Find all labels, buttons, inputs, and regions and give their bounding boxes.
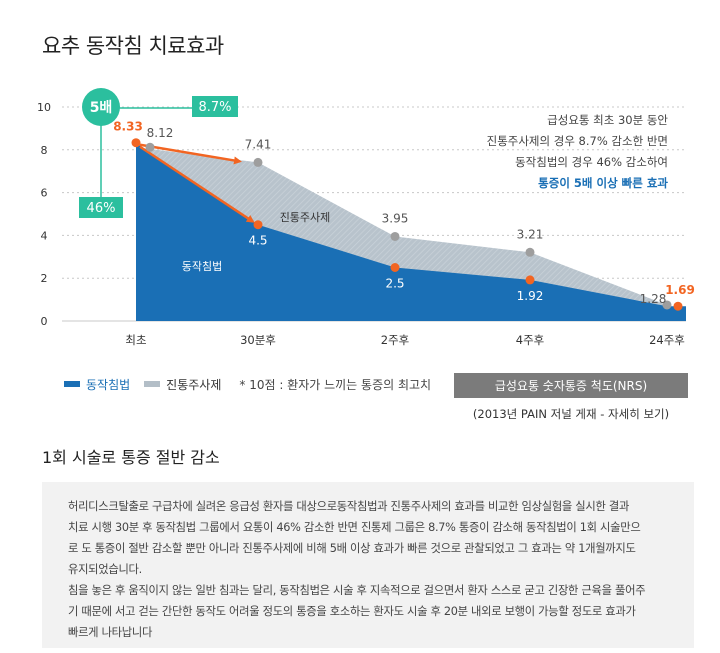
legend-item-injection: 진통주사제 [144, 376, 221, 393]
source-link[interactable]: (2013년 PAIN 저널 게재 - 자세히 보기) [472, 407, 670, 421]
legend-label-acupuncture: 동작침법 [86, 377, 131, 392]
injection-value-label: 3.21 [517, 227, 544, 241]
nrs-button[interactable]: 급성요통 숫자통증 척도(NRS) [454, 373, 688, 398]
acupuncture-value-label: 8.33 [113, 120, 143, 134]
description-line: 허리디스크탈출로 구급차에 실려온 응급성 환자를 대상으로동작침법과 진통주사… [68, 500, 630, 513]
acupuncture-value-label: 1.92 [517, 289, 544, 303]
acupuncture-point [390, 263, 400, 272]
acupuncture-pct-box [79, 197, 123, 218]
description-line: 유지되었습니다. [68, 563, 142, 576]
x-tick-label: 30분후 [240, 333, 276, 347]
injection-value-label: 7.41 [245, 137, 272, 151]
x-tick-label: 24주후 [649, 333, 685, 347]
y-tick-label: 8 [41, 144, 48, 157]
annotation-line-2: 진통주사제의 경우 8.7% 감소한 반면 [487, 134, 668, 148]
arrow-injection [139, 143, 242, 165]
legend-label-injection: 진통주사제 [166, 377, 222, 392]
times-badge-label: 5배 [90, 100, 113, 116]
x-tick-label: 최초 [125, 333, 146, 347]
y-tick-label: 10 [37, 101, 51, 114]
y-tick-label: 2 [41, 272, 48, 285]
acupuncture-value-label: 2.5 [385, 277, 404, 291]
description-line: 치료 시행 30분 후 동작침법 그룹에서 요통이 46% 감소한 반면 진통제… [68, 521, 641, 534]
area-label-acupuncture: 동작침법 [182, 260, 222, 273]
acupuncture-point [525, 275, 535, 285]
injection-point [525, 247, 535, 257]
injection-value-label: 3.95 [382, 211, 409, 225]
injection-point [145, 142, 155, 152]
description-line: 침을 놓은 후 움직이지 않는 일반 침과는 달리, 동작침법은 시술 후 지속… [68, 584, 646, 597]
area-acupuncture [136, 142, 686, 321]
injection-point [253, 157, 263, 167]
description-line: 빠르게 나타납니다 [68, 626, 153, 639]
acupuncture-point [673, 301, 683, 311]
acupuncture-point [131, 138, 141, 148]
annotation-highlight: 통증이 5배 이상 빠른 효과 [538, 176, 668, 190]
acupuncture-pct-label: 46% [87, 201, 116, 216]
arrow-acupuncture [139, 145, 255, 223]
injection-pct-label: 8.7% [198, 100, 231, 115]
acupuncture-point [253, 220, 263, 230]
y-tick-label: 6 [41, 187, 48, 200]
description-line: 기 때문에 서고 걷는 간단한 동작도 어려울 정도의 통증을 호소하는 환자도… [68, 605, 636, 618]
times-badge [82, 88, 120, 126]
description-line: 로 도 통증이 절반 감소할 뿐만 아니라 진통주사제에 비해 5배 이상 효과… [68, 542, 636, 555]
injection-pct-box [192, 96, 238, 117]
page-title: 요추 동작침 치료효과 [42, 34, 224, 58]
legend-swatch-injection [144, 381, 161, 387]
chart-legend: 동작침법 진통주사제 * 10점 : 환자가 느끼는 통증의 최고치 [64, 375, 431, 393]
x-tick-label: 4주후 [516, 333, 544, 347]
acupuncture-value-label: 1.69 [665, 283, 695, 297]
annotation-line-1: 급성요통 최초 30분 동안 [547, 113, 668, 127]
injection-point [662, 300, 672, 310]
injection-value-label: 1.28 [640, 292, 667, 306]
section-title: 1회 시술로 통증 절반 감소 [42, 448, 220, 467]
description-box: 허리디스크탈출로 구급차에 실려온 응급성 환자를 대상으로동작침법과 진통주사… [42, 482, 694, 648]
injection-point [390, 231, 400, 241]
legend-swatch-acupuncture [64, 381, 80, 387]
x-tick-label: 2주후 [381, 333, 409, 347]
legend-note: * 10점 : 환자가 느끼는 통증의 최고치 [239, 377, 432, 392]
acupuncture-value-label: 4.5 [248, 234, 267, 248]
y-tick-label: 4 [41, 229, 48, 242]
area-label-injection: 진통주사제 [280, 211, 331, 224]
injection-value-label: 8.12 [147, 126, 174, 140]
legend-item-acupuncture: 동작침법 [64, 376, 130, 393]
y-tick-label: 0 [41, 315, 48, 328]
annotation-line-3: 동작침법의 경우 46% 감소하여 [515, 155, 668, 169]
